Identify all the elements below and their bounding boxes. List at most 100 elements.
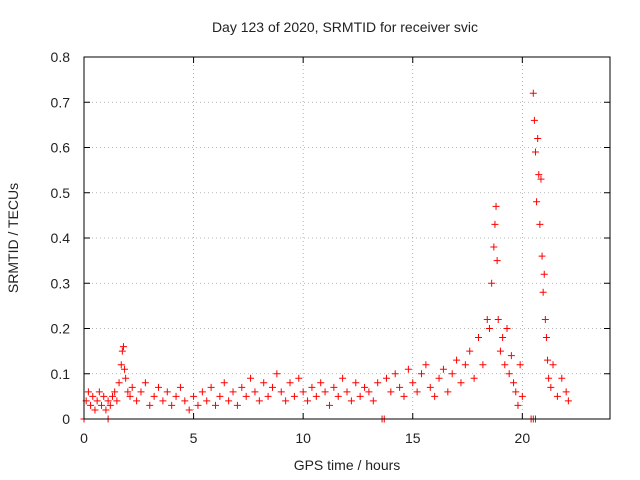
data-point bbox=[539, 288, 547, 296]
data-point bbox=[155, 383, 163, 391]
data-point bbox=[190, 392, 198, 400]
data-point bbox=[512, 388, 520, 396]
data-point bbox=[553, 392, 561, 400]
data-point bbox=[501, 361, 509, 369]
data-point bbox=[255, 397, 263, 405]
data-point bbox=[233, 401, 241, 409]
data-point bbox=[100, 392, 108, 400]
data-point bbox=[507, 352, 515, 360]
data-point bbox=[260, 379, 268, 387]
y-axis-title: SRMTID / TECUs bbox=[5, 183, 21, 293]
data-point bbox=[409, 379, 417, 387]
data-point bbox=[121, 365, 129, 373]
data-point bbox=[150, 392, 158, 400]
data-point bbox=[542, 334, 550, 342]
data-point bbox=[485, 325, 493, 332]
data-point bbox=[159, 397, 167, 405]
data-point bbox=[343, 388, 351, 396]
data-point bbox=[304, 397, 312, 405]
data-point bbox=[426, 383, 434, 391]
data-point bbox=[499, 334, 507, 342]
data-point bbox=[516, 361, 524, 369]
data-point bbox=[117, 361, 125, 369]
data-point bbox=[356, 392, 364, 400]
data-point bbox=[547, 383, 555, 391]
data-point bbox=[330, 383, 338, 391]
data-point bbox=[119, 343, 127, 351]
data-point bbox=[273, 370, 281, 378]
data-point bbox=[404, 365, 412, 373]
data-point bbox=[475, 334, 482, 342]
data-point bbox=[111, 388, 119, 396]
data-point bbox=[545, 374, 553, 382]
data-point bbox=[431, 392, 439, 400]
data-point bbox=[128, 383, 136, 391]
data-point bbox=[113, 397, 121, 405]
data-point bbox=[493, 257, 501, 265]
y-tick-label: 0.8 bbox=[51, 49, 71, 65]
data-point bbox=[488, 279, 496, 287]
data-point bbox=[98, 401, 106, 409]
data-point bbox=[514, 401, 522, 409]
data-point bbox=[533, 198, 541, 206]
data-point bbox=[229, 388, 237, 396]
data-point bbox=[339, 374, 347, 382]
data-point bbox=[531, 148, 539, 156]
data-point bbox=[124, 388, 132, 396]
data-point bbox=[448, 370, 456, 378]
data-point bbox=[247, 374, 255, 382]
data-point bbox=[185, 406, 193, 414]
data-point bbox=[418, 370, 426, 378]
grid bbox=[84, 57, 610, 419]
data-points bbox=[80, 89, 572, 423]
data-point bbox=[461, 361, 469, 369]
data-point bbox=[490, 243, 498, 251]
data-point bbox=[544, 356, 552, 364]
data-point bbox=[198, 388, 206, 396]
data-point bbox=[137, 388, 145, 396]
data-point bbox=[530, 116, 538, 124]
data-point bbox=[203, 397, 211, 405]
data-point bbox=[95, 388, 103, 396]
data-point bbox=[84, 388, 92, 396]
data-point bbox=[122, 374, 130, 382]
data-point bbox=[334, 392, 342, 400]
data-point bbox=[251, 388, 259, 396]
x-tick-label: 0 bbox=[80, 430, 88, 446]
data-point bbox=[396, 383, 404, 391]
data-point bbox=[321, 388, 329, 396]
x-tick-label: 10 bbox=[295, 430, 311, 446]
data-point bbox=[102, 406, 110, 414]
data-point bbox=[492, 202, 500, 210]
data-point bbox=[146, 401, 154, 409]
data-point bbox=[453, 356, 461, 364]
data-point bbox=[295, 374, 303, 382]
data-point bbox=[238, 383, 246, 391]
data-point bbox=[126, 392, 134, 400]
data-point bbox=[225, 397, 233, 405]
data-point bbox=[457, 379, 465, 387]
data-point bbox=[535, 171, 543, 179]
data-point bbox=[163, 388, 171, 396]
data-point bbox=[220, 379, 228, 387]
y-tick-label: 0.4 bbox=[51, 230, 71, 246]
data-point bbox=[325, 401, 333, 409]
data-point bbox=[317, 379, 325, 387]
data-point bbox=[529, 89, 537, 97]
data-point bbox=[494, 315, 502, 323]
data-point bbox=[439, 365, 447, 373]
data-point bbox=[541, 315, 549, 323]
data-point bbox=[510, 379, 518, 387]
y-tick-label: 0.6 bbox=[51, 140, 71, 156]
y-tick-label: 0.3 bbox=[51, 275, 71, 291]
data-point bbox=[352, 379, 360, 387]
data-point bbox=[242, 392, 250, 400]
data-point bbox=[374, 379, 382, 387]
data-point bbox=[104, 397, 112, 405]
data-point bbox=[470, 374, 478, 382]
data-point bbox=[466, 347, 474, 355]
data-point bbox=[382, 374, 390, 382]
data-point bbox=[347, 397, 355, 405]
x-tick-label: 15 bbox=[405, 430, 421, 446]
data-point bbox=[534, 134, 542, 142]
